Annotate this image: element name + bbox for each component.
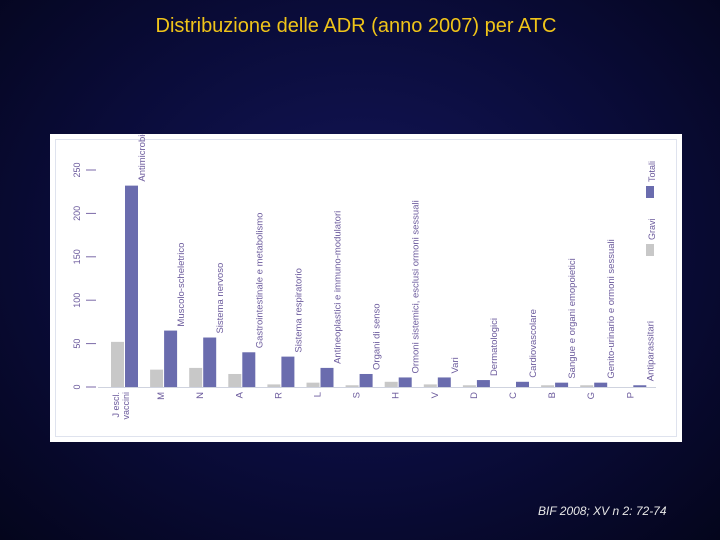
bar-totali	[594, 382, 608, 387]
bar-totali	[516, 381, 529, 387]
bar-chart: 0 50 100 150 200 250 Antimicrobici per uso sis…	[72, 134, 657, 420]
bar-totali	[203, 337, 217, 387]
bar-gravi	[111, 341, 124, 387]
bar-gravi	[267, 384, 281, 387]
category-description-label: Genito-urinario e ormoni sessuali	[606, 239, 617, 378]
x-tick-label: J escl.	[111, 392, 121, 418]
category-description-label: Antineoplastici e immuno-modulatori	[333, 211, 344, 364]
category-description-label: Sangue e organi emopoietici	[567, 258, 578, 378]
x-tick-label: M	[156, 392, 167, 400]
category-description-label: Gastrointestinale e metabolismo	[254, 213, 265, 349]
category-description-label: Antimicrobici per uso sistemico	[137, 134, 148, 182]
bar-gravi	[423, 384, 437, 387]
citation-text: BIF 2008; XV n 2: 72-74	[538, 504, 667, 518]
x-tick-label: N	[195, 392, 206, 399]
category-description-label: Vari	[450, 357, 461, 373]
legend-label-gravi: Gravi	[647, 218, 657, 240]
x-tick-label: R	[273, 392, 284, 399]
x-tick-label: V	[430, 391, 441, 398]
bar-totali	[633, 385, 647, 387]
bar-totali	[359, 373, 373, 387]
x-tick-label: S	[352, 392, 363, 398]
bar-totali	[164, 330, 178, 387]
bar-totali	[398, 377, 412, 387]
category-description-label: Antiparassitari	[645, 321, 656, 381]
category-description-label: Sistema respiratorio	[293, 268, 304, 352]
x-tick-label: D	[469, 392, 480, 399]
x-tick-label: L	[313, 392, 324, 397]
bar-totali	[242, 352, 256, 387]
x-tick-label: vaccini	[121, 392, 131, 420]
category-description-label: Dermatologici	[489, 318, 500, 376]
x-tick-label: P	[625, 392, 636, 398]
bar-gravi	[189, 367, 203, 387]
legend-swatch-totali	[646, 186, 654, 198]
bar-totali	[555, 382, 569, 387]
category-description-label: Sistema nervoso	[215, 263, 226, 334]
bar-gravi	[462, 385, 476, 387]
category-description-label: Ormoni sistemici, esclusi ormoni sessual…	[411, 200, 422, 373]
bar-totali	[281, 356, 295, 387]
bar-gravi	[384, 381, 398, 387]
category-description-label: Muscolo-scheletrico	[176, 243, 187, 327]
x-tick-label: A	[234, 391, 245, 398]
slide-title: Distribuzione delle ADR (anno 2007) per …	[155, 15, 557, 37]
chart-frame: 0 50 100 150 200 250 Antimicrobici per uso sis…	[50, 134, 682, 442]
legend-swatch-gravi	[646, 244, 654, 256]
bar-gravi	[580, 385, 594, 387]
legend-label-totali: Totali	[647, 161, 657, 182]
y-tick-label: 0	[72, 384, 82, 389]
y-tick-label: 200	[72, 206, 82, 221]
bar-gravi	[541, 385, 555, 387]
bar-gravi	[150, 369, 164, 387]
y-tick-label: 250	[72, 162, 82, 177]
x-tick-label: H	[391, 392, 402, 399]
bar-totali	[125, 185, 138, 387]
category-description-label: Organi di senso	[372, 303, 383, 370]
y-tick-label: 150	[72, 249, 82, 264]
bar-gravi	[345, 385, 359, 387]
bar-gravi	[228, 373, 242, 387]
y-tick-label: 100	[72, 293, 82, 308]
x-tick-label: G	[586, 392, 597, 399]
bar-totali	[320, 367, 334, 387]
x-tick-label: C	[508, 392, 519, 399]
bar-totali	[476, 380, 490, 387]
category-description-label: Cardiovascolare	[528, 309, 539, 378]
bar-totali	[437, 377, 451, 387]
bar-gravi	[306, 382, 320, 387]
x-tick-label: B	[547, 392, 558, 398]
y-tick-label: 50	[72, 339, 82, 349]
